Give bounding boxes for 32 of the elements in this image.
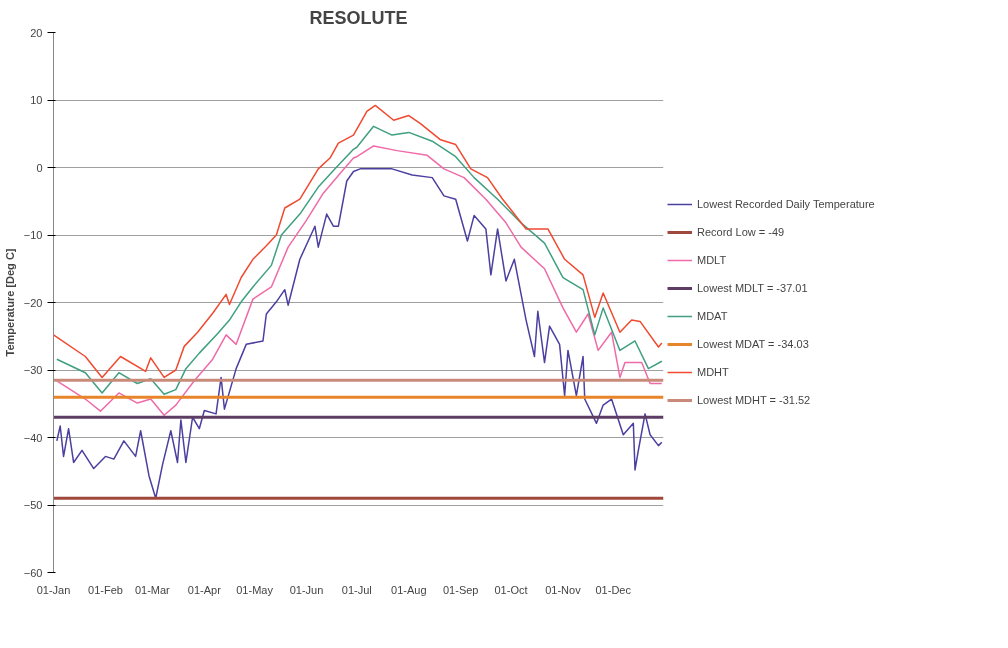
x-tick-label: 01-Jul (341, 583, 372, 596)
y-tick-label: −20 (23, 296, 43, 309)
y-tick-label: −40 (23, 431, 43, 444)
legend-label: MDAT (697, 310, 728, 322)
y-tick-label: −10 (23, 229, 43, 241)
legend-label: Lowest MDAT = -34.03 (697, 338, 809, 350)
x-tick-label: 01-Nov (545, 583, 582, 596)
x-tick-label: 01-Mar (134, 583, 171, 596)
y-tick-label: −30 (23, 364, 43, 376)
y-axis-title: Temperature [Deg C] (3, 248, 16, 357)
x-tick-label: 01-Sep (442, 583, 479, 596)
y-tick-label: 20 (30, 26, 43, 39)
legend-label: MDHT (697, 366, 729, 378)
y-tick-label: −60 (23, 566, 43, 579)
x-tick-label: 01-Dec (595, 583, 632, 596)
y-tick-label: 10 (30, 94, 43, 106)
x-tick-label: 01-Apr (187, 583, 222, 596)
y-tick-label: 0 (36, 161, 43, 174)
x-tick-label: 01-Oct (494, 583, 528, 596)
legend-label: MDLT (697, 254, 727, 266)
x-tick-label: 01-Feb (88, 583, 123, 596)
chart-title: RESOLUTE (309, 7, 408, 28)
x-tick-label: 01-Aug (391, 583, 427, 596)
legend-label: Record Low = -49 (697, 226, 785, 238)
legend-label: Lowest MDHT = -31.52 (697, 394, 811, 406)
x-tick-label: 01-Jan (36, 583, 71, 596)
y-tick-label: −50 (23, 499, 43, 511)
line-series (56, 168, 663, 499)
legend-label: Lowest MDLT = -37.01 (697, 282, 808, 294)
x-tick-label: 01-May (236, 583, 274, 596)
x-tick-label: 01-Jun (289, 583, 324, 596)
legend-label: Lowest Recorded Daily Temperature (697, 198, 875, 210)
